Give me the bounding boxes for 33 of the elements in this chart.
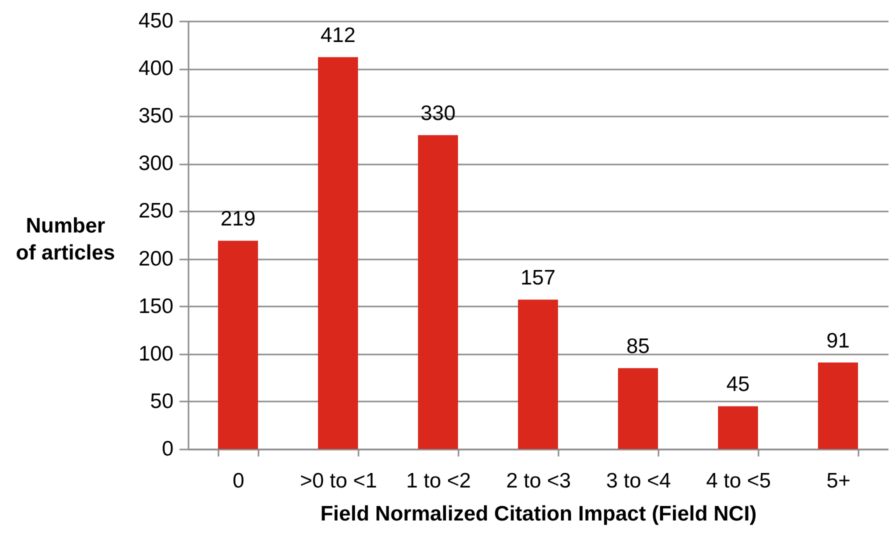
y-tick-label: 0 — [162, 438, 174, 460]
data-label: 91 — [826, 329, 850, 352]
y-tick-label: 300 — [138, 152, 174, 176]
y-tick-label: 50 — [150, 390, 174, 413]
bar — [818, 362, 858, 449]
x-tick-label: 3 to <4 — [606, 470, 672, 492]
y-tick-label: 100 — [138, 342, 174, 366]
bar — [718, 406, 758, 449]
y-tick-label: 150 — [138, 294, 174, 318]
x-tick-label: 4 to <5 — [706, 470, 771, 492]
bar — [418, 135, 458, 449]
y-tick-label: 250 — [138, 200, 174, 223]
x-tick-label: 0 — [232, 470, 244, 492]
bar — [218, 240, 258, 449]
data-label: 85 — [626, 335, 650, 358]
y-tick-label: 200 — [138, 247, 174, 270]
data-label: 330 — [420, 102, 456, 126]
bar — [518, 300, 558, 449]
bar — [618, 368, 658, 449]
y-tick-label: 350 — [138, 104, 174, 128]
x-tick-label: >0 to <1 — [300, 470, 378, 492]
y-tick-label: 450 — [138, 10, 174, 32]
y-axis-title: Number of articles — [16, 214, 116, 264]
bar — [318, 57, 358, 449]
x-tick-label: 5+ — [826, 470, 850, 492]
y-tick-label: 400 — [138, 57, 174, 80]
x-axis-title: Field Normalized Citation Impact (Field NCI) — [320, 502, 757, 526]
x-tick-label: 2 to <3 — [506, 470, 571, 492]
data-label: 219 — [220, 208, 256, 231]
data-label: 45 — [726, 373, 750, 396]
data-label: 157 — [520, 266, 556, 290]
data-label: 412 — [320, 24, 356, 48]
x-tick-label: 1 to <2 — [406, 470, 471, 492]
